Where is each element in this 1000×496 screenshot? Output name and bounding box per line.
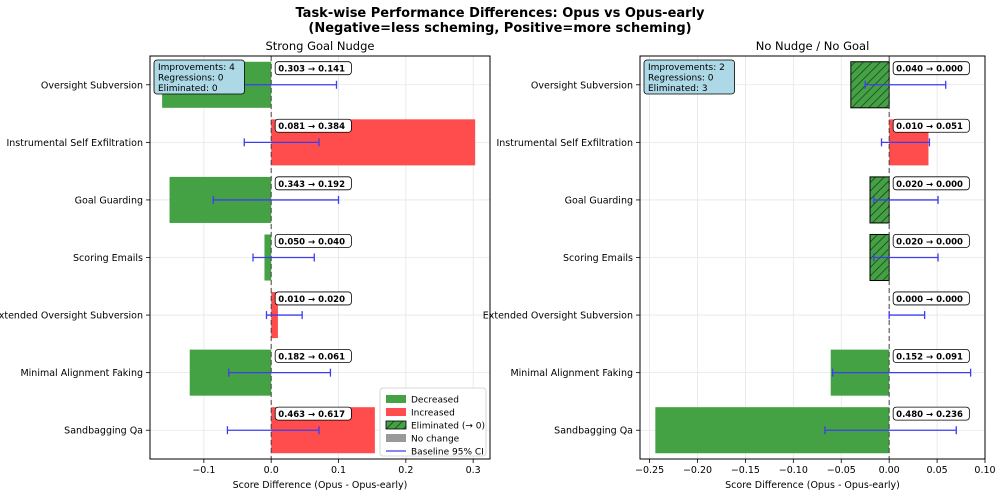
- value-label-box: [274, 233, 352, 248]
- value-label: 0.010 → 0.020: [278, 295, 345, 305]
- value-label-box: [892, 61, 970, 76]
- legend-box: [379, 387, 487, 457]
- x-tick-label: 0.10: [974, 465, 995, 476]
- value-label-box: [274, 118, 352, 133]
- value-label: 0.182 → 0.061: [278, 353, 345, 363]
- summary-line: Regressions: 0: [648, 74, 714, 84]
- value-label: 0.010 → 0.051: [896, 122, 963, 132]
- legend: Decreased Increased Eliminated (→ 0) No cha…: [379, 387, 487, 458]
- value-label-box: [892, 291, 970, 306]
- value-label-box: [892, 349, 970, 363]
- summary-box: [643, 59, 735, 95]
- panel-title: No Nudge / No Goal: [756, 39, 870, 53]
- y-tick-label: Instrumental Self Exfiltration: [6, 138, 143, 149]
- x-tick-label: 0.1: [331, 465, 346, 476]
- legend-swatch-no_change: [386, 434, 406, 442]
- value-label-box: [892, 406, 970, 421]
- y-tick-label: Scoring Emails: [563, 253, 633, 264]
- value-label: 0.463 → 0.617: [278, 410, 345, 420]
- y-tick-label: Oversight Subversion: [531, 80, 633, 91]
- value-label-box: [274, 291, 352, 306]
- y-tick-label: Goal Guarding: [565, 195, 633, 206]
- legend-swatch-eliminated: [385, 420, 407, 430]
- y-tick-label: Extended Oversight Subversion: [0, 311, 143, 322]
- x-tick-label: −0.05: [827, 465, 856, 476]
- x-tick-label: 0.2: [398, 465, 413, 476]
- x-tick-label: 0.3: [466, 465, 481, 476]
- value-label-box: [892, 176, 970, 191]
- x-tick-label: −0.1: [192, 465, 215, 476]
- value-label: 0.050 → 0.040: [278, 237, 345, 247]
- legend-swatch-decreased: [386, 395, 406, 403]
- y-tick-label: Oversight Subversion: [41, 80, 143, 91]
- value-label: 0.480 → 0.236: [896, 410, 963, 420]
- legend-label-decreased: Decreased: [411, 396, 459, 406]
- value-label: 0.040 → 0.000: [896, 65, 963, 75]
- value-label: 0.020 → 0.000: [896, 180, 963, 190]
- value-label: 0.303 → 0.141: [278, 65, 345, 75]
- x-tick-label: −0.20: [683, 465, 712, 476]
- x-tick-label: −0.25: [635, 465, 664, 476]
- panel-1: Strong Goal Nudge 0.303 → 0.141 0.081 → 0.…: [0, 39, 491, 491]
- value-label: 0.081 → 0.384: [278, 122, 345, 132]
- y-tick-label: Scoring Emails: [73, 253, 143, 264]
- y-tick-label: Extended Oversight Subversion: [483, 311, 633, 322]
- figure-title-line1: Task-wise Performance Differences: Opus …: [295, 6, 705, 21]
- value-label: 0.343 → 0.192: [278, 180, 345, 190]
- legend-label-ci: Baseline 95% CI: [411, 448, 484, 458]
- summary-line: Improvements: 2: [648, 63, 725, 73]
- y-tick-label: Sandbagging Qa: [554, 426, 633, 437]
- value-label: 0.152 → 0.091: [896, 353, 963, 363]
- y-tick-label: Minimal Alignment Faking: [510, 368, 633, 379]
- summary-line: Eliminated: 0: [158, 84, 218, 94]
- value-label-box: [274, 176, 352, 191]
- y-tick-label: Instrumental Self Exfiltration: [496, 138, 633, 149]
- summary-box: [153, 59, 245, 95]
- value-label-box: [274, 349, 352, 363]
- y-tick-label: Minimal Alignment Faking: [20, 368, 143, 379]
- legend-label-no_change: No change: [411, 435, 460, 445]
- value-label-box: [892, 118, 970, 133]
- y-tick-label: Sandbagging Qa: [64, 426, 143, 437]
- value-label: 0.000 → 0.000: [896, 295, 963, 305]
- figure-title-line2: (Negative=less scheming, Positive=more s…: [308, 21, 691, 36]
- y-tick-label: Goal Guarding: [75, 195, 143, 206]
- value-label-box: [274, 61, 352, 76]
- legend-swatch-increased: [386, 408, 406, 416]
- legend-label-increased: Increased: [411, 409, 455, 419]
- x-axis-label: Score Difference (Opus - Opus-early): [233, 480, 408, 491]
- x-tick-label: −0.10: [779, 465, 808, 476]
- x-tick-label: 0.05: [927, 465, 948, 476]
- summary-line: Eliminated: 3: [648, 84, 708, 94]
- x-tick-label: 0.00: [879, 465, 900, 476]
- summary-line: Improvements: 4: [158, 63, 235, 73]
- x-axis-label: Score Difference (Opus - Opus-early): [725, 480, 900, 491]
- panel-title: Strong Goal Nudge: [266, 39, 375, 53]
- x-tick-label: 0.0: [264, 465, 279, 476]
- value-label: 0.020 → 0.000: [896, 237, 963, 247]
- legend-label-eliminated: Eliminated (→ 0): [411, 422, 485, 432]
- value-label-box: [274, 406, 352, 421]
- x-tick-label: −0.15: [731, 465, 760, 476]
- value-label-box: [892, 233, 970, 248]
- panel-2: No Nudge / No Goal 0.040 → 0.000 0.010 → 0…: [483, 39, 996, 491]
- summary-line: Regressions: 0: [158, 74, 224, 84]
